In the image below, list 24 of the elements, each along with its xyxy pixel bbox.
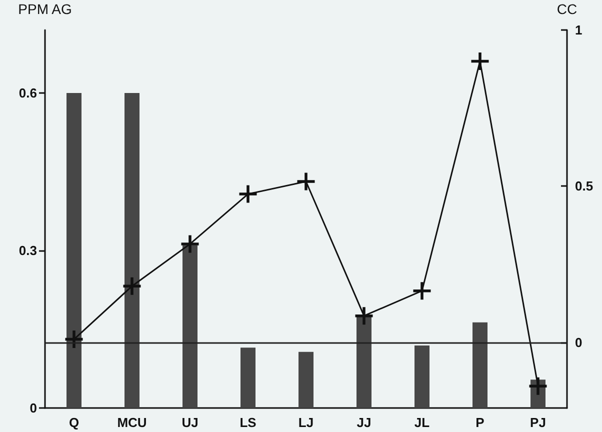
- bar: [124, 93, 140, 408]
- x-tick-label: Q: [68, 415, 80, 430]
- bar: [298, 352, 314, 408]
- y-tick-label: 0.3: [18, 243, 37, 258]
- x-tick-label: LJ: [298, 415, 314, 430]
- x-tick-label: UJ: [182, 415, 198, 430]
- bar: [182, 245, 198, 408]
- x-tick-label: PJ: [530, 415, 546, 430]
- bar: [240, 348, 256, 408]
- bar: [414, 346, 430, 408]
- x-tick-label: P: [476, 415, 485, 430]
- y2-axis-title: CC: [556, 1, 578, 17]
- x-tick-label: LS: [240, 415, 257, 430]
- x-tick-label: JL: [414, 415, 430, 430]
- bar: [472, 322, 488, 408]
- y2-tick-label: 1: [575, 22, 582, 38]
- bar: [66, 93, 82, 408]
- y2-tick-label: 0: [575, 334, 582, 350]
- y2-tick-label: 0.5: [575, 178, 594, 194]
- x-tick-label: MCU: [117, 415, 147, 430]
- y-tick-label: 0.6: [18, 86, 37, 100]
- y-tick-label: 0: [30, 400, 37, 416]
- y-axis-title: PPM AG: [18, 1, 72, 17]
- x-tick-label: JJ: [356, 415, 372, 430]
